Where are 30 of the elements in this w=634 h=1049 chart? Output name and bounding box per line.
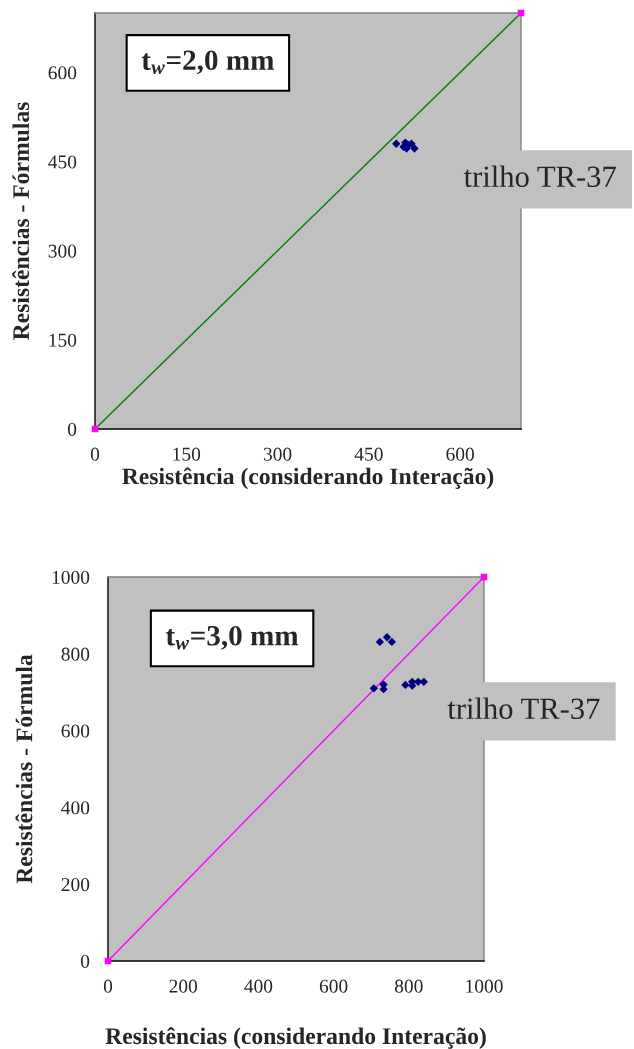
x-tick-label: 600 bbox=[319, 979, 348, 993]
x-tick-label: 600 bbox=[446, 447, 474, 461]
y-tick-label: 800 bbox=[61, 647, 90, 661]
x-axis-title: Resistência (considerando Interação) bbox=[122, 467, 494, 490]
y-tick-label: 300 bbox=[48, 244, 77, 258]
annotation: t$_{w}$=2,0 mm bbox=[141, 50, 274, 75]
x-tick-label: 150 bbox=[173, 447, 201, 461]
annotation: trilho TR-37 bbox=[463, 165, 616, 188]
y-tick-label: 400 bbox=[61, 801, 90, 815]
y-tick-label: 450 bbox=[48, 155, 77, 169]
y-axis-title: Resistências - Fórmulas bbox=[12, 102, 30, 340]
x-axis-title: Resistências (considerando Interação) bbox=[105, 1027, 486, 1049]
x-tick-label: 0 bbox=[90, 447, 100, 461]
x-tick-label: 400 bbox=[244, 979, 273, 993]
y-tick-label: 0 bbox=[67, 422, 77, 436]
y-tick-label: 150 bbox=[49, 333, 77, 347]
x-tick-label: 200 bbox=[169, 979, 198, 993]
y-tick-label: 600 bbox=[48, 66, 77, 80]
x-tick-label: 300 bbox=[263, 447, 292, 461]
y-tick-label: 0 bbox=[80, 954, 90, 968]
y-tick-label: 200 bbox=[61, 878, 90, 892]
x-tick-label: 1000 bbox=[466, 979, 503, 993]
y-tick-label: 1000 bbox=[52, 570, 90, 584]
x-tick-label: 450 bbox=[354, 447, 383, 461]
y-axis-title: Resistências - Fórmula bbox=[15, 654, 33, 884]
y-tick-label: 600 bbox=[61, 724, 90, 738]
x-tick-label: 800 bbox=[394, 979, 423, 993]
annotation: trilho TR-37 bbox=[447, 697, 600, 720]
annotation: t$_{w}$=3,0 mm bbox=[165, 625, 299, 650]
x-tick-label: 0 bbox=[103, 979, 113, 993]
